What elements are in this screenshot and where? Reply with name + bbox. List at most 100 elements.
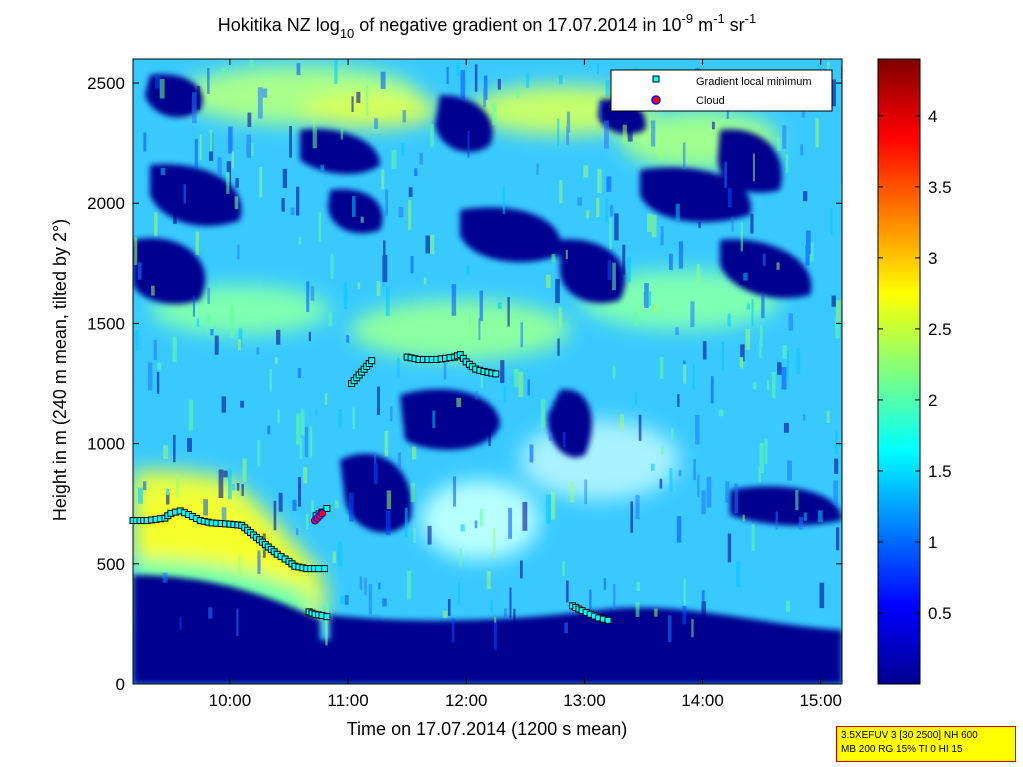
noise-streak	[605, 80, 610, 97]
noise-streak	[231, 151, 235, 169]
noise-streak	[739, 255, 745, 285]
noise-streak	[135, 329, 139, 351]
noise-streak	[269, 368, 272, 392]
noise-streak	[566, 111, 571, 133]
noise-streak	[745, 328, 751, 350]
noise-streak	[430, 234, 435, 254]
noise-streak	[314, 409, 318, 416]
noise-streak	[257, 439, 261, 467]
x-tick-label: 10:00	[209, 691, 252, 710]
x-axis: 10:00 11:00 12:00 13:00 14:00 15:00	[209, 59, 842, 710]
noise-streak	[622, 244, 626, 275]
gradient-minimum-marker	[323, 613, 331, 621]
noise-streak	[380, 71, 386, 89]
noise-streak	[402, 110, 407, 123]
noise-streak	[479, 290, 483, 322]
noise-streak	[445, 101, 451, 123]
noise-streak	[691, 619, 694, 638]
noise-streak	[783, 422, 789, 433]
noise-streak	[503, 386, 507, 403]
noise-streak	[299, 438, 303, 460]
noise-streak	[692, 364, 695, 390]
noise-streak	[626, 256, 632, 283]
noise-streak	[410, 483, 415, 503]
noise-streak	[298, 477, 301, 507]
noise-streak	[391, 149, 397, 169]
noise-streak	[612, 584, 616, 610]
noise-streak	[412, 446, 417, 460]
noise-streak	[600, 101, 603, 123]
noise-streak	[672, 176, 676, 202]
noise-streak	[589, 589, 592, 612]
noise-streak	[819, 582, 825, 609]
colorbar-tick-label: 3.5	[928, 178, 952, 197]
noise-streak	[513, 608, 516, 623]
noise-streak	[352, 196, 356, 217]
noise-streak	[739, 357, 744, 369]
noise-streak	[718, 409, 724, 417]
noise-streak	[650, 463, 655, 471]
noise-streak	[659, 478, 663, 489]
noise-streak	[238, 339, 241, 351]
noise-streak	[359, 576, 363, 590]
noise-streak	[325, 614, 328, 646]
heatmap-field	[133, 59, 842, 684]
noise-streak	[134, 237, 138, 265]
noise-streak	[743, 273, 748, 281]
colorbar-tick-label: 1.5	[928, 462, 952, 481]
info-line-1: 3.5XEFUV 3 [30 2500] NH 600	[841, 730, 978, 741]
noise-streak	[721, 341, 724, 372]
noise-streak	[752, 153, 755, 182]
noise-streak	[660, 445, 665, 456]
noise-streak	[274, 357, 278, 364]
noise-streak	[173, 204, 177, 224]
noise-streak	[731, 216, 734, 232]
noise-streak	[183, 184, 186, 204]
y-tick-label: 1000	[87, 435, 125, 454]
noise-streak	[520, 322, 524, 348]
legend-marker-cloud	[651, 95, 661, 105]
noise-streak	[196, 318, 200, 327]
noise-streak	[373, 463, 378, 484]
noise-streak	[456, 397, 462, 408]
noise-streak	[385, 189, 389, 216]
noise-streak	[228, 468, 232, 500]
noise-streak	[469, 314, 472, 325]
noise-streak	[557, 118, 560, 146]
noise-streak	[382, 598, 387, 607]
noise-streak	[831, 295, 836, 307]
noise-streak	[727, 313, 731, 327]
noise-streak	[259, 167, 263, 198]
noise-streak	[368, 584, 372, 615]
noise-streak	[408, 200, 412, 231]
noise-streak	[187, 438, 192, 452]
noise-streak	[292, 499, 297, 511]
noise-streak	[488, 416, 491, 447]
noise-streak	[690, 301, 695, 328]
colorbar-tick-label: 2	[928, 391, 937, 410]
noise-streak	[257, 550, 261, 574]
noise-streak	[683, 578, 686, 606]
noise-streak	[612, 366, 616, 379]
noise-streak	[296, 63, 301, 76]
noise-streak	[303, 467, 308, 484]
noise-streak	[467, 130, 470, 158]
noise-streak	[835, 316, 840, 339]
noise-streak	[596, 63, 600, 75]
noise-streak	[740, 344, 745, 362]
noise-streak	[413, 528, 416, 544]
noise-streak	[558, 74, 563, 85]
noise-streak	[277, 409, 280, 424]
noise-streak	[609, 204, 614, 217]
noise-streak	[295, 528, 299, 536]
noise-streak	[157, 362, 162, 371]
noise-streak	[143, 132, 147, 152]
noise-streak	[332, 551, 337, 563]
noise-streak	[430, 123, 434, 147]
noise-streak	[759, 443, 764, 473]
noise-streak	[759, 339, 762, 359]
noise-streak	[548, 432, 553, 441]
noise-streak	[558, 307, 562, 328]
noise-streak	[236, 483, 240, 491]
noise-streak	[696, 263, 701, 285]
